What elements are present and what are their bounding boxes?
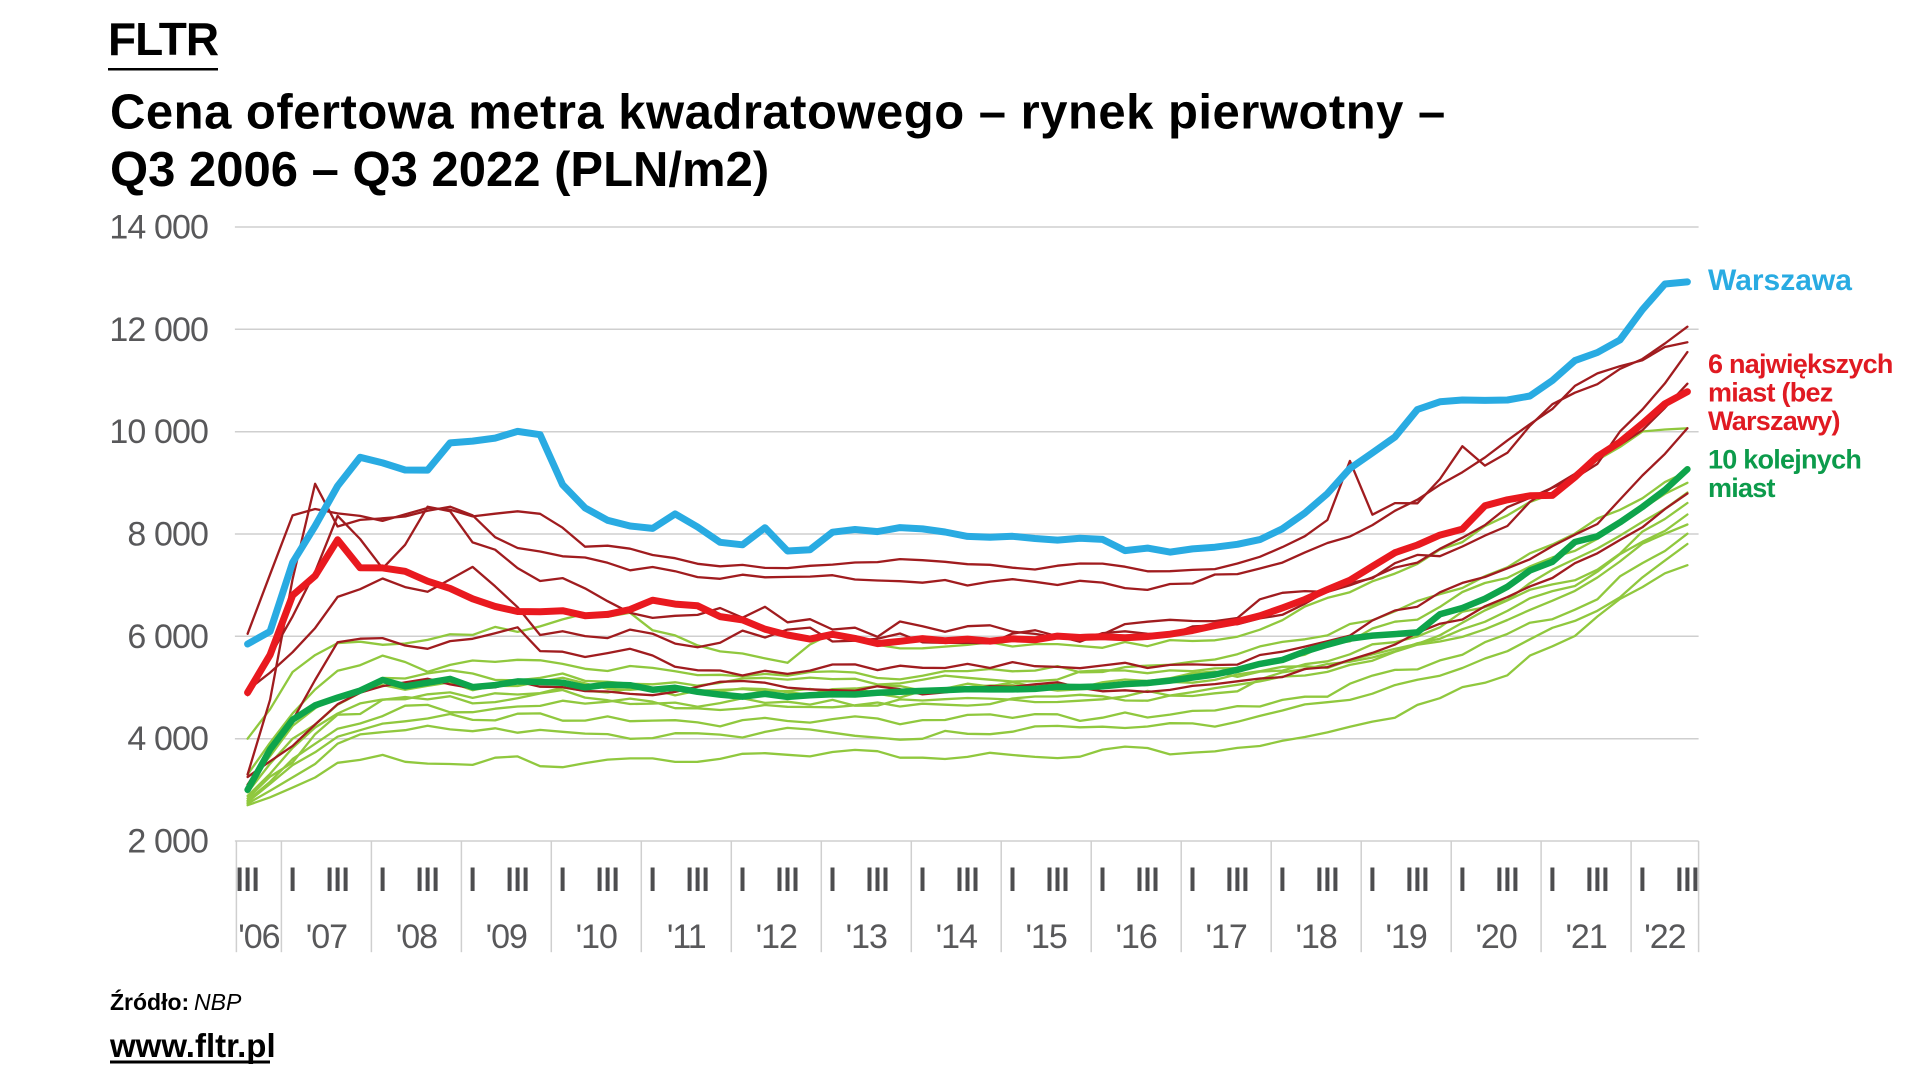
svg-text:4 000: 4 000 (127, 720, 208, 758)
svg-text:'21: '21 (1565, 918, 1606, 956)
svg-text:Q3 2006 – Q3 2022 (PLN/m2): Q3 2006 – Q3 2022 (PLN/m2) (110, 143, 769, 197)
svg-text:'15: '15 (1026, 918, 1067, 956)
svg-text:2 000: 2 000 (127, 823, 208, 861)
svg-text:'06: '06 (238, 918, 279, 956)
svg-text:'17: '17 (1206, 918, 1247, 956)
svg-text:'13: '13 (846, 918, 887, 956)
svg-text:www.fltr.pl: www.fltr.pl (109, 1027, 276, 1064)
svg-text:'18: '18 (1296, 918, 1337, 956)
svg-text:'22: '22 (1644, 918, 1685, 956)
svg-text:'07: '07 (306, 918, 347, 956)
svg-text:FLTR: FLTR (108, 13, 219, 65)
svg-text:10 kolejnych: 10 kolejnych (1708, 445, 1861, 475)
svg-text:Warszawa: Warszawa (1708, 264, 1852, 297)
svg-text:Cena ofertowa metra kwadratowe: Cena ofertowa metra kwadratowego – rynek… (110, 85, 1446, 139)
svg-text:Warszawy): Warszawy) (1708, 406, 1840, 436)
svg-text:'11: '11 (667, 918, 706, 956)
svg-text:Źródło:: Źródło: (110, 988, 189, 1015)
svg-text:8 000: 8 000 (127, 516, 208, 554)
svg-text:6 000: 6 000 (127, 618, 208, 656)
svg-text:10 000: 10 000 (109, 413, 208, 451)
svg-text:miast: miast (1708, 473, 1776, 503)
svg-text:'16: '16 (1116, 918, 1157, 956)
svg-text:14 000: 14 000 (109, 209, 208, 247)
svg-text:NBP: NBP (194, 989, 242, 1015)
svg-text:6 największych: 6 największych (1708, 349, 1893, 379)
svg-text:'20: '20 (1475, 918, 1516, 956)
svg-text:'08: '08 (396, 918, 437, 956)
svg-text:'10: '10 (576, 918, 617, 956)
svg-text:'14: '14 (936, 918, 977, 956)
svg-text:'09: '09 (486, 918, 527, 956)
svg-text:12 000: 12 000 (109, 311, 208, 349)
svg-text:'19: '19 (1386, 918, 1427, 956)
svg-text:'12: '12 (756, 918, 797, 956)
svg-text:miast (bez: miast (bez (1708, 378, 1833, 408)
